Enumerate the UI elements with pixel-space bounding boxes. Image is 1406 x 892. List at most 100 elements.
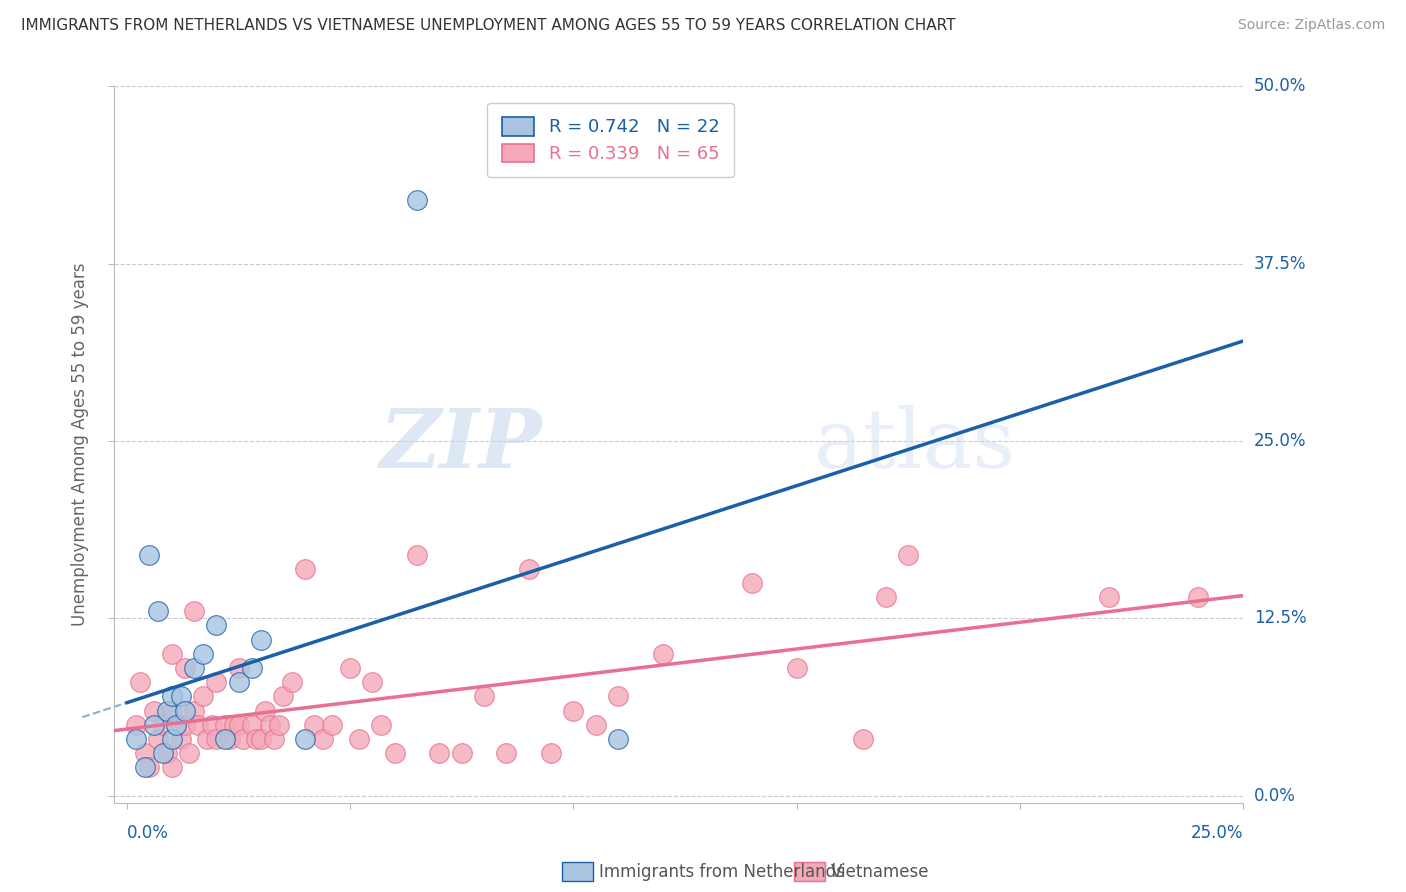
Point	[361, 675, 384, 690]
Point	[156, 746, 179, 760]
Point	[875, 590, 897, 604]
Point	[125, 717, 148, 731]
Point	[160, 647, 183, 661]
Text: 0.0%: 0.0%	[1254, 787, 1296, 805]
Text: ZIP: ZIP	[380, 405, 543, 484]
Point	[312, 731, 335, 746]
Point	[183, 661, 205, 675]
Point	[205, 731, 228, 746]
Point	[142, 717, 165, 731]
Point	[174, 704, 197, 718]
Point	[786, 661, 808, 675]
Point	[240, 717, 263, 731]
Point	[160, 760, 183, 774]
Point	[254, 704, 277, 718]
Point	[214, 731, 236, 746]
Point	[294, 562, 316, 576]
Point	[125, 731, 148, 746]
Point	[165, 717, 187, 731]
Point	[134, 760, 156, 774]
Point	[191, 647, 214, 661]
Point	[267, 717, 290, 731]
Point	[191, 690, 214, 704]
Point	[232, 731, 254, 746]
Text: atlas: atlas	[814, 405, 1017, 484]
Point	[174, 717, 197, 731]
Point	[406, 548, 429, 562]
Point	[607, 690, 630, 704]
Point	[339, 661, 361, 675]
Point	[1098, 590, 1121, 604]
Text: 37.5%: 37.5%	[1254, 255, 1306, 273]
Point	[562, 704, 585, 718]
Point	[205, 675, 228, 690]
Point	[218, 731, 240, 746]
Point	[347, 731, 370, 746]
Point	[148, 604, 170, 618]
Point	[741, 575, 763, 590]
Point	[540, 746, 562, 760]
Point	[370, 717, 392, 731]
Point	[228, 717, 250, 731]
Point	[384, 746, 406, 760]
Point	[152, 717, 174, 731]
Point	[304, 717, 326, 731]
Point	[201, 717, 224, 731]
Point	[160, 704, 183, 718]
Point	[852, 731, 875, 746]
Point	[152, 746, 174, 760]
Point	[897, 548, 920, 562]
Point	[651, 647, 673, 661]
Point	[271, 690, 294, 704]
Text: Vietnamese: Vietnamese	[831, 863, 929, 881]
Text: 50.0%: 50.0%	[1254, 78, 1306, 95]
Point	[228, 661, 250, 675]
Point	[263, 731, 285, 746]
Point	[160, 731, 183, 746]
Point	[294, 731, 316, 746]
Point	[222, 717, 245, 731]
Point	[183, 704, 205, 718]
Point	[148, 731, 170, 746]
Point	[129, 675, 152, 690]
Text: 25.0%: 25.0%	[1191, 824, 1243, 842]
Text: 12.5%: 12.5%	[1254, 609, 1306, 627]
Point	[214, 717, 236, 731]
Point	[495, 746, 517, 760]
Point	[281, 675, 304, 690]
Point	[134, 746, 156, 760]
Point	[179, 746, 201, 760]
Point	[160, 690, 183, 704]
Point	[174, 661, 197, 675]
Text: Source: ZipAtlas.com: Source: ZipAtlas.com	[1237, 18, 1385, 32]
Point	[169, 690, 191, 704]
Point	[585, 717, 607, 731]
Point	[240, 661, 263, 675]
Text: Immigrants from Netherlands: Immigrants from Netherlands	[599, 863, 845, 881]
Point	[450, 746, 472, 760]
Point	[228, 675, 250, 690]
Point	[138, 760, 160, 774]
Point	[187, 717, 209, 731]
Point	[195, 731, 218, 746]
Text: 25.0%: 25.0%	[1254, 432, 1306, 450]
Point	[429, 746, 451, 760]
Legend: R = 0.742   N = 22, R = 0.339   N = 65: R = 0.742 N = 22, R = 0.339 N = 65	[486, 103, 734, 178]
Point	[142, 704, 165, 718]
Point	[183, 604, 205, 618]
Point	[250, 731, 273, 746]
Point	[1187, 590, 1209, 604]
Y-axis label: Unemployment Among Ages 55 to 59 years: Unemployment Among Ages 55 to 59 years	[72, 263, 89, 626]
Point	[138, 548, 160, 562]
Point	[169, 731, 191, 746]
Text: 0.0%: 0.0%	[127, 824, 169, 842]
Text: IMMIGRANTS FROM NETHERLANDS VS VIETNAMESE UNEMPLOYMENT AMONG AGES 55 TO 59 YEARS: IMMIGRANTS FROM NETHERLANDS VS VIETNAMES…	[21, 18, 956, 33]
Point	[517, 562, 540, 576]
Point	[259, 717, 281, 731]
Point	[156, 704, 179, 718]
Point	[406, 193, 429, 207]
Point	[607, 731, 630, 746]
Point	[245, 731, 267, 746]
Point	[250, 632, 273, 647]
Point	[472, 690, 495, 704]
